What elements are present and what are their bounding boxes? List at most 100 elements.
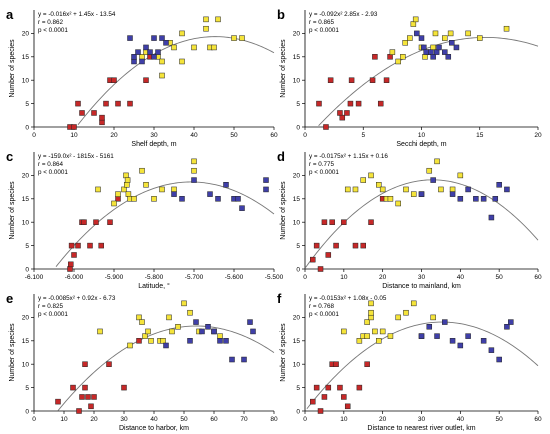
data-point-red	[372, 54, 378, 60]
data-point-blue	[235, 196, 241, 202]
y-tick-label: 20	[293, 173, 301, 180]
data-point-yellow	[410, 191, 417, 197]
y-tick-label: 10	[293, 78, 301, 85]
data-point-blue	[211, 328, 217, 335]
stat-line: p < 0.0001	[309, 27, 339, 34]
data-point-yellow	[191, 167, 197, 174]
data-point-red	[356, 384, 363, 391]
data-point-blue	[143, 44, 149, 51]
data-point-red	[87, 242, 93, 249]
data-point-blue	[179, 196, 185, 202]
y-tick-label: 15	[22, 54, 30, 61]
data-point-blue	[504, 186, 510, 193]
y-tick-label: 5	[296, 385, 300, 392]
y-tick-label: 15	[22, 338, 30, 345]
data-point-yellow	[127, 342, 133, 349]
data-point-red	[68, 261, 74, 268]
x-tick-label: 10	[340, 416, 348, 423]
data-point-blue	[147, 49, 153, 55]
data-point-yellow	[123, 172, 129, 179]
y-axis-label: Number of species	[280, 181, 287, 240]
data-point-red	[325, 252, 332, 258]
data-point-blue	[187, 338, 193, 344]
data-point-blue	[488, 347, 495, 353]
data-point-yellow	[430, 314, 436, 321]
data-point-red	[103, 100, 109, 107]
data-point-yellow	[203, 25, 209, 32]
fit-curve	[306, 321, 539, 409]
data-point-yellow	[364, 333, 370, 339]
data-point-red	[310, 256, 316, 263]
x-tick-label: 10	[340, 274, 348, 281]
data-point-red	[317, 408, 324, 414]
data-point-red	[82, 384, 88, 391]
data-point-yellow	[159, 186, 165, 193]
data-point-red	[88, 403, 94, 410]
x-tick-label: -5.500	[265, 274, 284, 281]
panel-letter: e	[6, 291, 13, 306]
x-tick-label: 40	[150, 416, 158, 423]
data-point-yellow	[143, 182, 149, 188]
data-point-yellow	[95, 186, 101, 193]
data-point-yellow	[166, 314, 172, 321]
data-point-red	[369, 77, 376, 83]
data-point-yellow	[376, 182, 382, 188]
data-point-yellow	[191, 158, 197, 165]
x-tick-label: 0	[303, 132, 307, 139]
data-point-red	[115, 100, 121, 107]
data-point-blue	[217, 338, 223, 344]
y-tick-label: 10	[22, 220, 30, 227]
data-point-yellow	[97, 328, 103, 335]
data-point-yellow	[379, 186, 386, 193]
data-point-red	[337, 110, 343, 116]
data-point-red	[341, 219, 347, 225]
data-point-yellow	[215, 16, 221, 23]
fit-curve	[55, 181, 275, 267]
data-point-red	[91, 394, 97, 400]
data-point-red	[321, 219, 328, 225]
x-axis-label: Secchi depth, m	[396, 141, 446, 148]
data-point-yellow	[203, 16, 209, 23]
data-point-blue	[426, 324, 433, 330]
data-point-blue	[223, 182, 229, 188]
panel-d: 0 10 20 30 40 50 60 0 5 10 15 20 Distance to mainlan…	[277, 149, 542, 290]
x-tick-label: 60	[534, 274, 542, 281]
data-point-yellow	[181, 300, 187, 307]
data-point-yellow	[142, 333, 148, 339]
data-point-yellow	[211, 44, 217, 51]
data-point-red	[333, 242, 339, 249]
data-point-red	[387, 54, 393, 60]
y-tick-label: 5	[25, 101, 29, 108]
data-point-yellow	[368, 314, 374, 321]
data-point-yellow	[395, 58, 401, 65]
data-point-blue	[423, 49, 429, 55]
data-point-yellow	[160, 338, 166, 344]
data-point-red	[337, 384, 343, 391]
stat-line: p < 0.0001	[38, 169, 68, 176]
data-point-blue	[480, 196, 487, 202]
stat-line: r = 0.825	[38, 303, 64, 310]
data-point-red	[321, 394, 328, 400]
stat-line: y = -0.0153x² + 1.08x - 0.05	[309, 295, 387, 302]
data-point-red	[70, 384, 76, 391]
data-point-yellow	[368, 300, 374, 307]
data-point-yellow	[217, 333, 223, 339]
data-point-yellow	[344, 186, 351, 193]
data-point-yellow	[356, 338, 363, 344]
data-point-red	[325, 384, 332, 391]
data-point-yellow	[387, 333, 394, 339]
stat-line: y = -0.092x² 2.85x - 2.93	[309, 11, 378, 18]
data-point-red	[329, 219, 335, 225]
data-point-red	[81, 219, 87, 225]
data-point-blue	[434, 333, 440, 339]
y-axis-label: Number of species	[9, 323, 16, 382]
data-point-blue	[155, 49, 161, 55]
data-point-red	[85, 394, 91, 400]
x-tick-label: 20	[379, 274, 387, 281]
data-point-blue	[442, 49, 448, 55]
data-point-yellow	[503, 25, 510, 32]
data-point-yellow	[457, 172, 464, 179]
data-point-blue	[428, 49, 434, 55]
data-point-yellow	[231, 35, 237, 41]
data-point-yellow	[139, 319, 145, 325]
